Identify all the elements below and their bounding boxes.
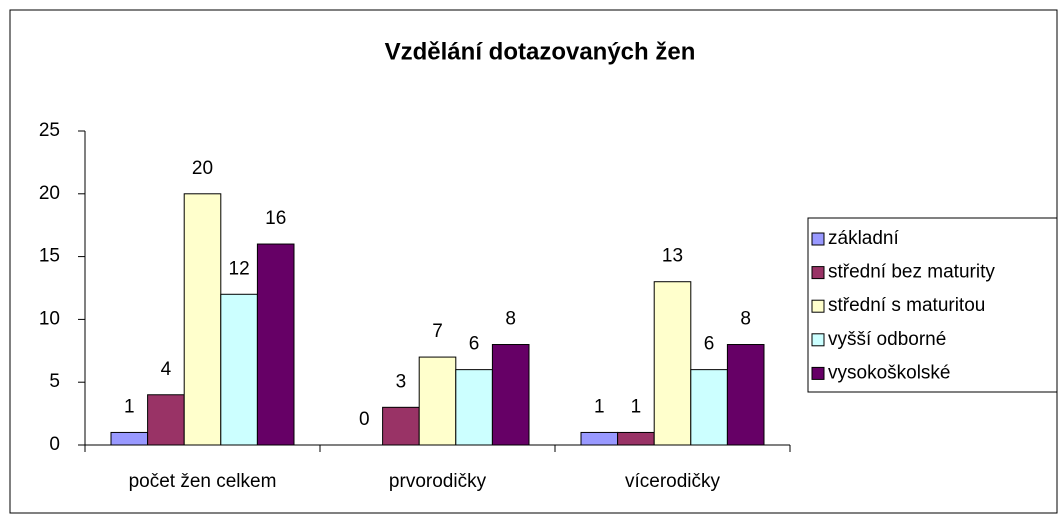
data-label: 1 bbox=[594, 396, 605, 417]
bar bbox=[110, 431, 149, 446]
legend-swatch bbox=[811, 232, 825, 246]
x-tick-label: vícerodičky bbox=[625, 471, 721, 492]
data-label: 12 bbox=[229, 258, 250, 279]
y-tick-label: 0 bbox=[49, 434, 60, 455]
y-tick-label: 15 bbox=[39, 246, 60, 267]
legend-label: střední bez maturity bbox=[828, 262, 995, 283]
data-label: 4 bbox=[161, 359, 172, 380]
bar bbox=[580, 431, 619, 446]
legend-label: vyšší odborné bbox=[828, 329, 946, 350]
data-label: 3 bbox=[396, 371, 407, 392]
bar bbox=[690, 369, 728, 446]
legend-swatch bbox=[811, 366, 825, 380]
bar bbox=[418, 356, 457, 446]
legend-swatch bbox=[811, 333, 825, 347]
bar bbox=[491, 344, 530, 446]
legend-label: vysokoškolské bbox=[828, 362, 951, 383]
legend-swatch bbox=[811, 266, 825, 280]
data-label: 16 bbox=[265, 208, 286, 229]
chart-title: Vzdělání dotazovaných žen bbox=[385, 38, 696, 65]
data-label: 7 bbox=[432, 321, 443, 342]
legend-swatch bbox=[811, 299, 825, 313]
data-label: 8 bbox=[740, 309, 751, 330]
x-tick-label: prvorodičky bbox=[389, 471, 487, 492]
data-label: 0 bbox=[359, 409, 370, 430]
data-label: 8 bbox=[505, 309, 516, 330]
y-tick-label: 25 bbox=[39, 120, 60, 141]
bar bbox=[455, 369, 493, 446]
data-label: 6 bbox=[469, 334, 480, 355]
data-label: 1 bbox=[631, 396, 642, 417]
x-tick-label: počet žen celkem bbox=[129, 471, 277, 492]
bar bbox=[617, 431, 655, 446]
bar bbox=[183, 193, 222, 446]
legend-label: základní bbox=[828, 228, 899, 249]
bar bbox=[726, 344, 765, 446]
bar bbox=[256, 243, 295, 446]
bar bbox=[147, 394, 185, 446]
data-label: 6 bbox=[704, 334, 715, 355]
y-tick-label: 10 bbox=[39, 308, 60, 329]
y-tick-label: 5 bbox=[49, 371, 60, 392]
legend-label: střední s maturitou bbox=[828, 295, 985, 316]
bar bbox=[653, 281, 692, 446]
bar bbox=[382, 406, 420, 446]
y-tick-label: 20 bbox=[39, 183, 60, 204]
bar bbox=[220, 293, 258, 446]
data-label: 13 bbox=[662, 246, 683, 267]
legend-box bbox=[807, 217, 1058, 393]
data-label: 20 bbox=[192, 158, 213, 179]
data-label: 1 bbox=[124, 396, 135, 417]
